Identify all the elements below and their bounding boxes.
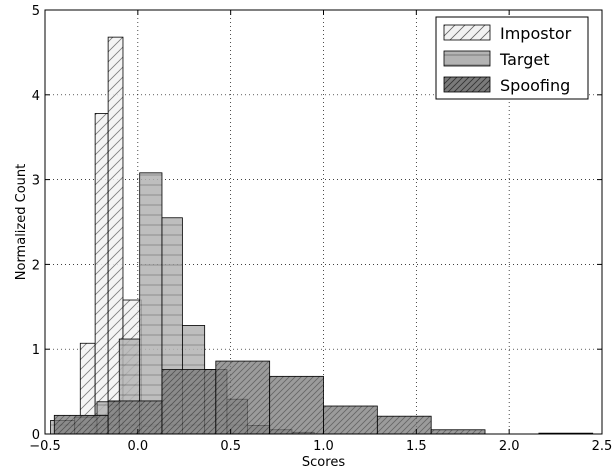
axis-ticks: −0.5 0.0 0.5 1.0 1.5 2.0 2.5 0 1 2 3 4 5 xyxy=(29,4,612,454)
histogram-bar-spoofing xyxy=(430,429,486,435)
x-axis-label: Scores xyxy=(302,455,345,469)
x-tick-label: 1.0 xyxy=(313,439,334,454)
legend-swatch-impostor xyxy=(443,24,491,41)
histogram-bar-spoofing xyxy=(161,369,217,435)
histogram-bar-target xyxy=(139,172,163,435)
histogram-bar-impostor xyxy=(94,113,109,435)
histogram-bar-spoofing xyxy=(323,405,378,435)
y-tick-label: 1 xyxy=(32,343,40,358)
legend-label-target: Target xyxy=(499,50,550,69)
x-tick-label: 0.0 xyxy=(127,439,148,454)
series-spoofing xyxy=(53,360,594,435)
x-tick-label: 1.5 xyxy=(406,439,427,454)
x-tick-label: 2.0 xyxy=(499,439,520,454)
legend-swatch-spoofing xyxy=(443,76,491,93)
y-tick-label: 3 xyxy=(32,174,40,189)
histogram-bar-spoofing xyxy=(215,360,271,435)
histogram-bar-spoofing xyxy=(53,414,109,435)
x-tick-label: −0.5 xyxy=(29,439,61,454)
histogram-bar-spoofing xyxy=(376,415,432,435)
x-tick-label: 2.5 xyxy=(592,439,613,454)
histogram-bar-spoofing xyxy=(107,400,163,435)
y-tick-label: 5 xyxy=(32,4,40,19)
legend-label-spoofing: Spoofing xyxy=(500,76,570,95)
y-axis-label: Normalized Count xyxy=(14,164,29,280)
legend-label-impostor: Impostor xyxy=(500,24,572,43)
y-tick-label: 2 xyxy=(32,258,40,273)
y-tick-label: 4 xyxy=(32,89,40,104)
histogram-bar-spoofing xyxy=(269,375,324,435)
y-tick-label: 0 xyxy=(32,428,40,443)
legend: Impostor Target Spoofing xyxy=(435,16,589,100)
legend-swatch-target xyxy=(443,50,491,67)
x-tick-label: 0.5 xyxy=(220,439,241,454)
